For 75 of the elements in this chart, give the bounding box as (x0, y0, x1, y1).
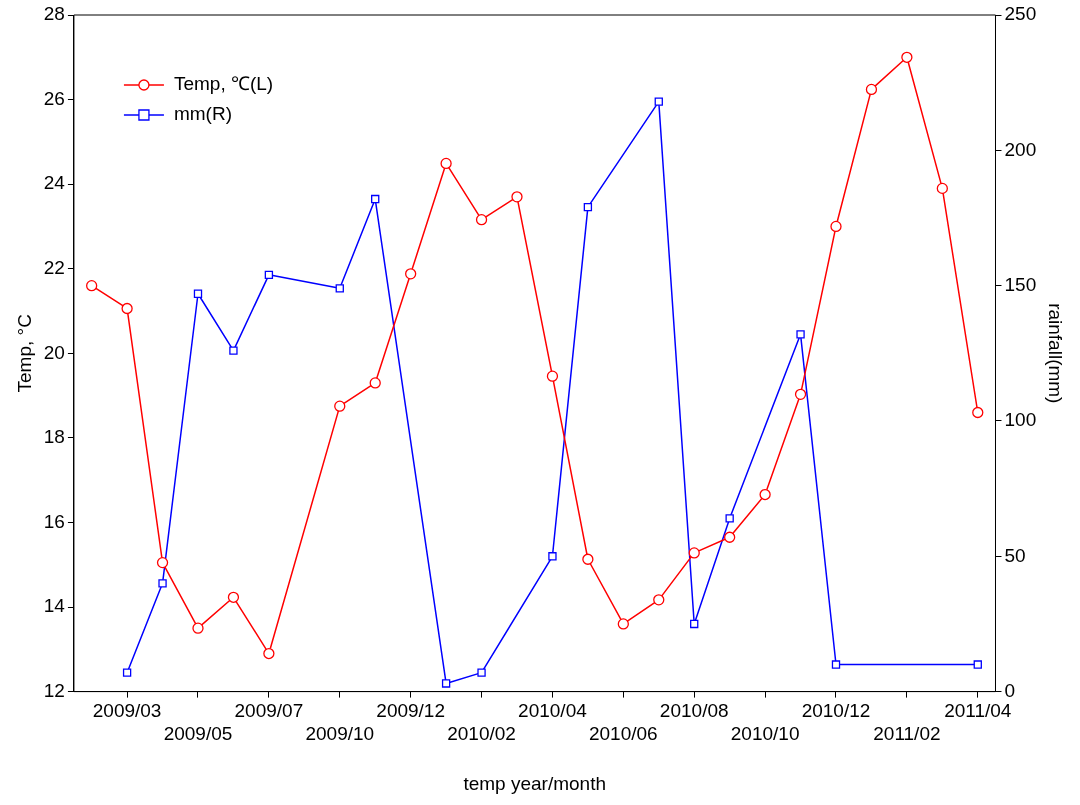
point (405, 268, 417, 280)
point (794, 388, 807, 400)
point (830, 220, 842, 233)
x-axis-title: temp year/month (463, 772, 607, 794)
x-tick-label: 2009/12 (376, 700, 445, 722)
point (688, 547, 700, 559)
legend-label: mm(R) (173, 103, 232, 125)
x-tick-label: 2010/08 (659, 700, 729, 722)
y-tick-label: 24 (43, 172, 66, 194)
x-tick-label: 2011/04 (944, 700, 1012, 722)
point (263, 647, 275, 660)
y-tick-label: 14 (43, 595, 66, 617)
point (229, 346, 238, 355)
x-tick-label: 2009/07 (234, 700, 304, 722)
point (546, 370, 559, 382)
y-tick-label: 22 (43, 256, 65, 278)
point (617, 618, 629, 630)
point (441, 679, 451, 688)
x-tick-label: 2009/10 (305, 723, 375, 745)
x-tick-label: 2010/06 (588, 723, 658, 745)
point (583, 202, 593, 212)
y-tick-label: 12 (43, 679, 65, 701)
point (973, 660, 982, 669)
point (335, 284, 344, 293)
x-tick-label: 2009/05 (163, 723, 233, 745)
y2-tick-label: 200 (1004, 138, 1037, 160)
x-tick-label: 2011/02 (873, 723, 941, 745)
point (653, 594, 665, 606)
point (690, 619, 699, 629)
point (121, 302, 133, 315)
point (369, 377, 381, 389)
point (724, 531, 736, 543)
x-tick-label: 2010/02 (447, 723, 516, 745)
point (725, 514, 734, 523)
point (86, 279, 98, 292)
point (831, 660, 841, 669)
point (334, 400, 346, 412)
point (475, 214, 488, 226)
y2-tick-label: 0 (1004, 679, 1016, 701)
y2-axis-title: rainfall(mm) (1045, 303, 1067, 404)
point (477, 668, 486, 677)
point (972, 406, 984, 419)
point (158, 579, 167, 588)
point (865, 83, 878, 96)
point (264, 270, 274, 279)
point (192, 622, 204, 634)
point (440, 157, 452, 170)
point (936, 182, 948, 195)
y-tick-label: 26 (43, 87, 65, 109)
point (371, 194, 380, 204)
y2-tick-label: 150 (1004, 273, 1037, 295)
x-tick-label: 2009/03 (92, 700, 162, 722)
y-axis-title: Temp, °C (13, 314, 35, 393)
x-tick-label: 2010/12 (801, 700, 871, 722)
point (759, 488, 771, 501)
point (582, 553, 594, 565)
y-tick-label: 20 (43, 341, 65, 363)
y-tick-label: 18 (43, 426, 65, 448)
point (548, 552, 557, 561)
point (796, 330, 805, 339)
y2-tick-label: 100 (1004, 409, 1037, 431)
point (156, 556, 169, 569)
point (122, 668, 132, 677)
x-tick-label: 2010/10 (730, 723, 800, 745)
y-tick-label: 28 (43, 3, 65, 25)
point (193, 289, 203, 298)
y2-tick-label: 250 (1004, 3, 1037, 25)
y2-tick-label: 50 (1004, 544, 1026, 566)
point (901, 51, 913, 63)
x-tick-label: 2010/04 (518, 700, 588, 722)
legend-label: Temp, ℃(L) (173, 73, 274, 95)
y-tick-label: 16 (43, 510, 65, 532)
point (227, 591, 240, 603)
point (654, 97, 663, 106)
point (511, 191, 523, 203)
